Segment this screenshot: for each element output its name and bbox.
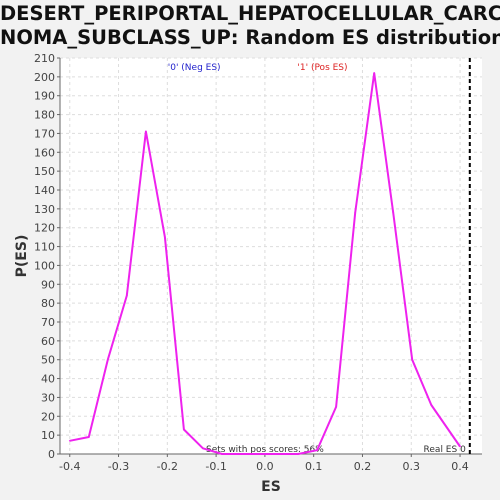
y-tick-label: 40 — [41, 373, 55, 386]
y-tick-label: 80 — [41, 297, 55, 310]
y-tick-label: 140 — [34, 184, 55, 197]
x-tick-label: 0.1 — [305, 460, 323, 473]
y-tick-label: 120 — [34, 222, 55, 235]
y-tick-label: 160 — [34, 146, 55, 159]
y-tick-label: 200 — [34, 71, 55, 84]
chart-title-line-2: NOMA_SUBCLASS_UP: Random ES distribution — [0, 26, 500, 49]
data-point — [68, 440, 71, 442]
y-tick-label: 210 — [34, 52, 55, 65]
chart-title-line-1: DESERT_PERIPORTAL_HEPATOCELLULAR_CARCI — [0, 2, 500, 25]
data-point — [202, 447, 204, 450]
data-point — [107, 358, 109, 361]
y-tick-label: 170 — [34, 127, 55, 140]
plot-area — [60, 58, 482, 454]
y-tick-label: 180 — [34, 109, 55, 122]
pos-scores-annotation: Sets with pos scores: 56% — [206, 445, 324, 455]
data-point — [459, 445, 461, 448]
y-tick-label: 110 — [34, 241, 55, 254]
data-point — [259, 453, 261, 455]
y-axis-label: P(ES) — [14, 235, 30, 278]
data-point — [430, 404, 433, 406]
x-tick-label: -0.1 — [205, 460, 226, 473]
x-tick-label: -0.3 — [108, 460, 129, 473]
y-tick-label: 70 — [41, 316, 55, 329]
y-tick-label: 50 — [41, 354, 55, 367]
data-point — [145, 130, 147, 133]
data-point — [373, 72, 375, 74]
x-tick-label: 0.3 — [403, 460, 421, 473]
y-tick-label: 60 — [41, 335, 55, 348]
y-tick-label: 150 — [34, 165, 55, 178]
data-point — [335, 406, 337, 408]
x-tick-label: -0.2 — [157, 460, 178, 473]
data-point — [240, 453, 242, 455]
data-point — [164, 236, 166, 238]
y-tick-label: 130 — [34, 203, 55, 216]
data-point — [221, 453, 223, 455]
y-tick-label: 100 — [34, 259, 55, 272]
data-point — [183, 428, 185, 431]
legend-pos-es: '1' (Pos ES) — [297, 63, 347, 73]
y-tick-label: 90 — [41, 278, 55, 291]
real-es-label: Real ES 0 — [424, 445, 467, 455]
data-point — [411, 358, 414, 361]
x-tick-label: 0.0 — [256, 460, 274, 473]
legend-neg-es: '0' (Neg ES) — [168, 63, 221, 73]
y-tick-label: 190 — [34, 90, 55, 103]
data-point — [392, 211, 395, 214]
x-axis-label: ES — [261, 479, 281, 495]
data-point — [126, 294, 128, 297]
x-tick-label: 0.2 — [354, 460, 372, 473]
y-tick-label: 10 — [41, 429, 55, 442]
data-point — [316, 449, 318, 452]
y-tick-label: 0 — [48, 448, 55, 461]
data-point — [87, 436, 90, 438]
x-tick-label: 0.4 — [451, 460, 469, 473]
data-point — [354, 211, 356, 214]
y-tick-label: 20 — [41, 410, 55, 423]
data-point — [278, 453, 280, 455]
y-tick-label: 30 — [41, 391, 55, 404]
data-point — [297, 453, 299, 455]
x-tick-label: -0.4 — [59, 460, 80, 473]
